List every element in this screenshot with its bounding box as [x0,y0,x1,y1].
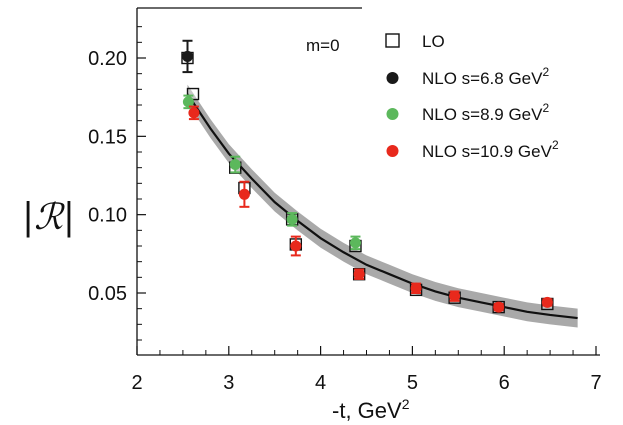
series-3 [188,105,553,313]
plot-frame [136,7,600,356]
y-ticks: 0.05 0.10 0.15 0.20 [88,26,146,341]
y-tick-label: 0.15 [88,126,127,148]
x-axis-title-sup: 2 [402,396,410,412]
legend-label-sup: 2 [542,101,549,115]
data-point [286,213,298,225]
x-ticks: 2 3 4 5 6 7 [131,346,602,394]
legend-label-main: NLO s=6.8 GeV [422,69,543,88]
x-axis-title: -t, GeV2 [332,396,410,423]
legend-label: NLO s=8.9 GeV2 [422,101,549,124]
series-2 [182,94,361,251]
data-point [229,159,241,171]
data-points [181,39,554,314]
legend-label-main: LO [422,32,445,51]
data-point [188,107,200,119]
fit-band [187,84,578,328]
y-tick-label: 0.05 [88,283,127,305]
x-axis-title-main: -t, GeV [332,398,402,423]
data-point [353,268,365,280]
annotation-label: m=0 [306,36,340,55]
data-point [182,96,194,108]
series-1 [181,39,193,74]
y-tick-label: 0.20 [88,48,127,70]
legend-label-main: NLO s=8.9 GeV [422,105,543,124]
legend-label-main: NLO s=10.9 GeV [422,142,553,161]
fit-curve [186,93,578,320]
data-point [349,237,361,249]
legend-label-sup: 2 [542,65,549,79]
data-point [449,290,461,302]
data-point [290,240,302,252]
legend-marker [386,108,399,120]
y-tick-label: 0.10 [88,205,127,227]
x-tick-label: 3 [223,372,234,394]
fit-curve-line [186,93,578,320]
x-tick-label: 2 [131,372,142,394]
data-point [238,188,250,200]
x-tick-label: 5 [407,372,418,394]
legend-label: LO [422,32,445,51]
legend-marker [386,72,399,84]
data-point [493,301,505,313]
legend-marker [385,33,400,48]
y-axis-title: |ℛ| [22,197,75,238]
fit-band-area [187,84,578,328]
data-point [410,282,422,294]
data-point [541,296,553,308]
x-tick-label: 4 [315,372,326,394]
legend-label: NLO s=6.8 GeV2 [422,65,549,88]
legend-marker [386,145,399,157]
legend-label-sup: 2 [552,138,559,152]
x-tick-label: 7 [590,372,601,394]
x-tick-label: 6 [499,372,510,394]
data-point [181,50,193,62]
legend-label: NLO s=10.9 GeV2 [422,138,559,161]
